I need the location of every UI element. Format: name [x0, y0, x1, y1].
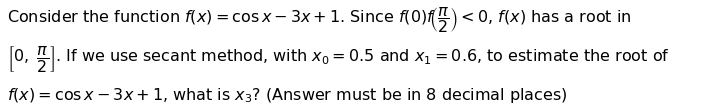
Text: Consider the function $f(x) = \cos x - 3x + 1$. Since $f(0)f\!\left(\dfrac{\pi}{: Consider the function $f(x) = \cos x - 3… [7, 5, 632, 35]
Text: $f(x) = \cos x - 3x + 1$, what is $x_3$? (Answer must be in 8 decimal places): $f(x) = \cos x - 3x + 1$, what is $x_3$?… [7, 86, 568, 105]
Text: $\left[0,\ \dfrac{\pi}{2}\right]$. If we use secant method, with $x_0 = 0.5$ and: $\left[0,\ \dfrac{\pi}{2}\right]$. If we… [7, 44, 670, 74]
